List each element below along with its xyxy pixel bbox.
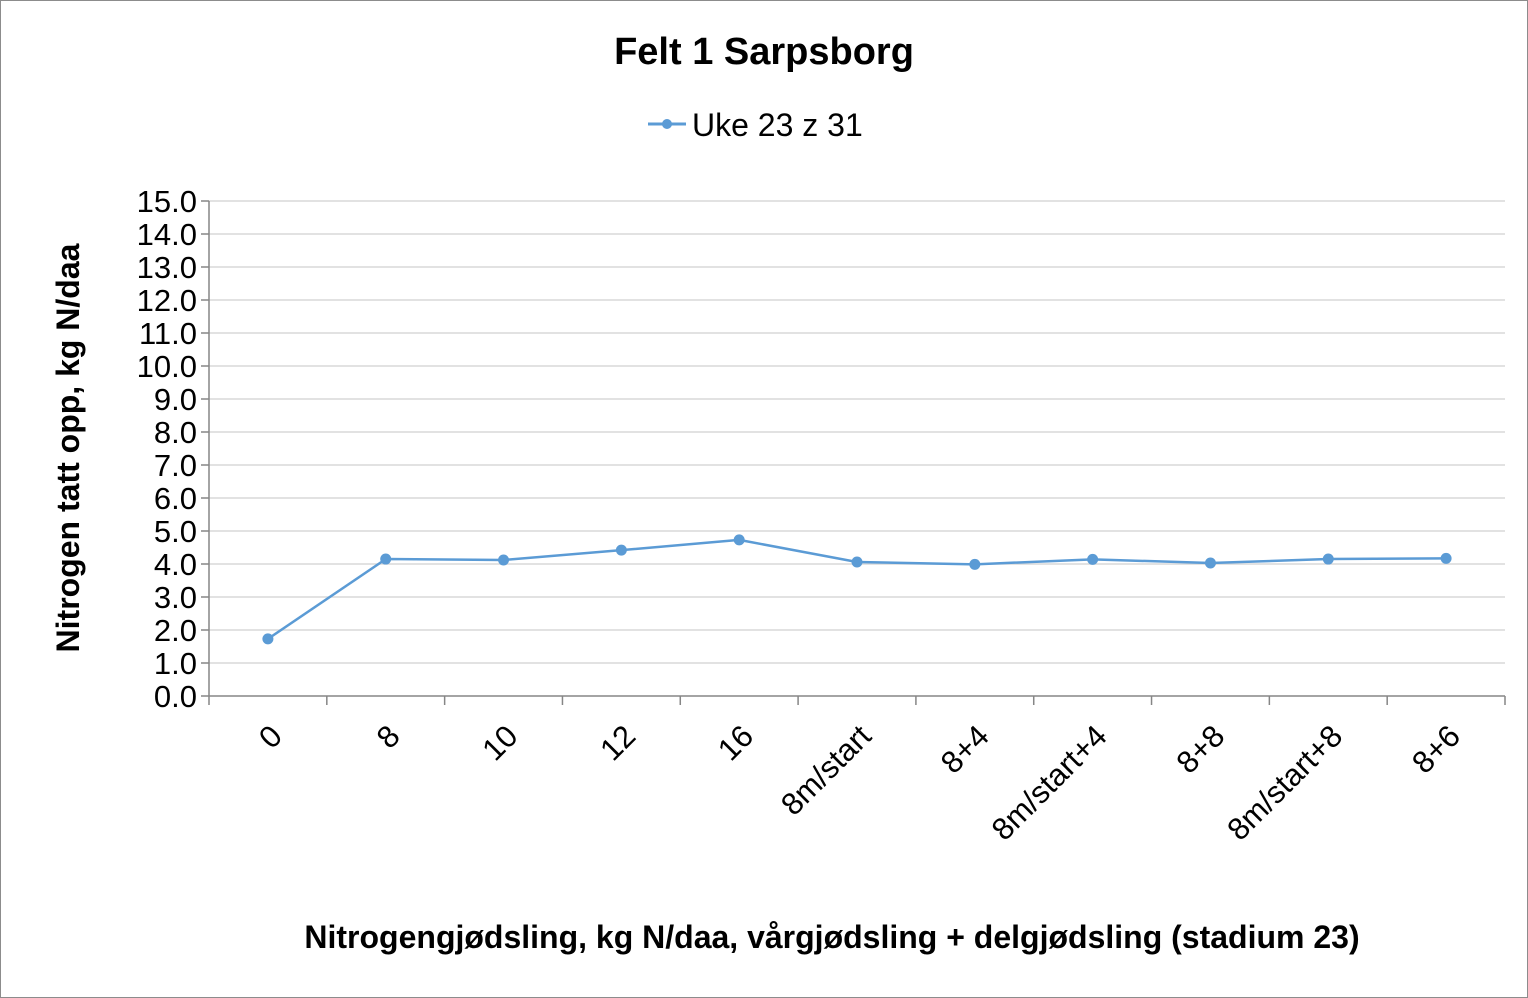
x-axis-label: Nitrogengjødsling, kg N/daa, vårgjødslin… (304, 919, 1359, 955)
data-point (733, 534, 745, 546)
x-tick-label: 8m/start+4 (985, 718, 1114, 847)
data-point (851, 556, 863, 568)
y-tick-label: 9.0 (154, 382, 197, 417)
y-tick-label: 5.0 (154, 514, 197, 549)
x-tick-label: 10 (475, 718, 524, 767)
y-axis-label: Nitrogen tatt opp, kg N/daa (50, 243, 86, 652)
gridlines (209, 200, 1505, 664)
legend: Uke 23 z 31 (648, 107, 863, 143)
legend-label: Uke 23 z 31 (692, 107, 863, 143)
series-line (267, 538, 1447, 640)
y-tick-label: 8.0 (154, 415, 197, 450)
x-tick-label: 0 (252, 718, 289, 755)
y-tick-label: 13.0 (137, 250, 197, 285)
x-tick-label: 12 (593, 718, 642, 767)
x-tick-label: 8+4 (934, 718, 996, 780)
x-tick-label: 16 (711, 718, 760, 767)
x-tick-label: 8m/start (774, 718, 878, 822)
y-tick-label: 0.0 (154, 679, 197, 714)
y-tick-label: 7.0 (154, 448, 197, 483)
y-tick-label: 11.0 (139, 316, 197, 351)
data-point (1440, 552, 1452, 564)
x-tick-label: 8+6 (1405, 718, 1467, 780)
data-point (262, 633, 274, 645)
data-point (380, 553, 392, 565)
x-tick-label: 8+8 (1169, 718, 1231, 780)
data-point (615, 544, 627, 556)
y-tick-label: 15.0 (137, 184, 197, 219)
axes (201, 200, 1506, 705)
data-point (969, 558, 981, 570)
series-uke-23-z-31 (262, 534, 1452, 645)
data-point (1087, 553, 1099, 565)
y-tick-label: 10.0 (137, 349, 197, 384)
legend-point-marker (662, 119, 672, 129)
y-tick-label: 14.0 (137, 217, 197, 252)
data-point (1204, 557, 1216, 569)
y-tick-label: 4.0 (154, 547, 197, 582)
data-point (1322, 553, 1334, 565)
y-tick-label: 1.0 (154, 646, 197, 681)
x-tick-label: 8m/start+8 (1220, 718, 1349, 847)
y-tick-label: 12.0 (137, 283, 197, 318)
y-tick-label: 2.0 (154, 613, 197, 648)
x-tick-labels: 0 8 10 12 16 8m/start 8+48m/start+4 8+88m/start… (252, 718, 1467, 847)
y-tick-label: 3.0 (154, 580, 197, 615)
data-point (498, 554, 510, 566)
y-tick-labels: 0.01.02.03.04.05.06.07.08.09.010.011.012… (137, 184, 197, 714)
x-tick-label: 8 (370, 718, 407, 755)
y-tick-label: 6.0 (154, 481, 197, 516)
chart-title: Felt 1 Sarpsborg (614, 31, 914, 73)
